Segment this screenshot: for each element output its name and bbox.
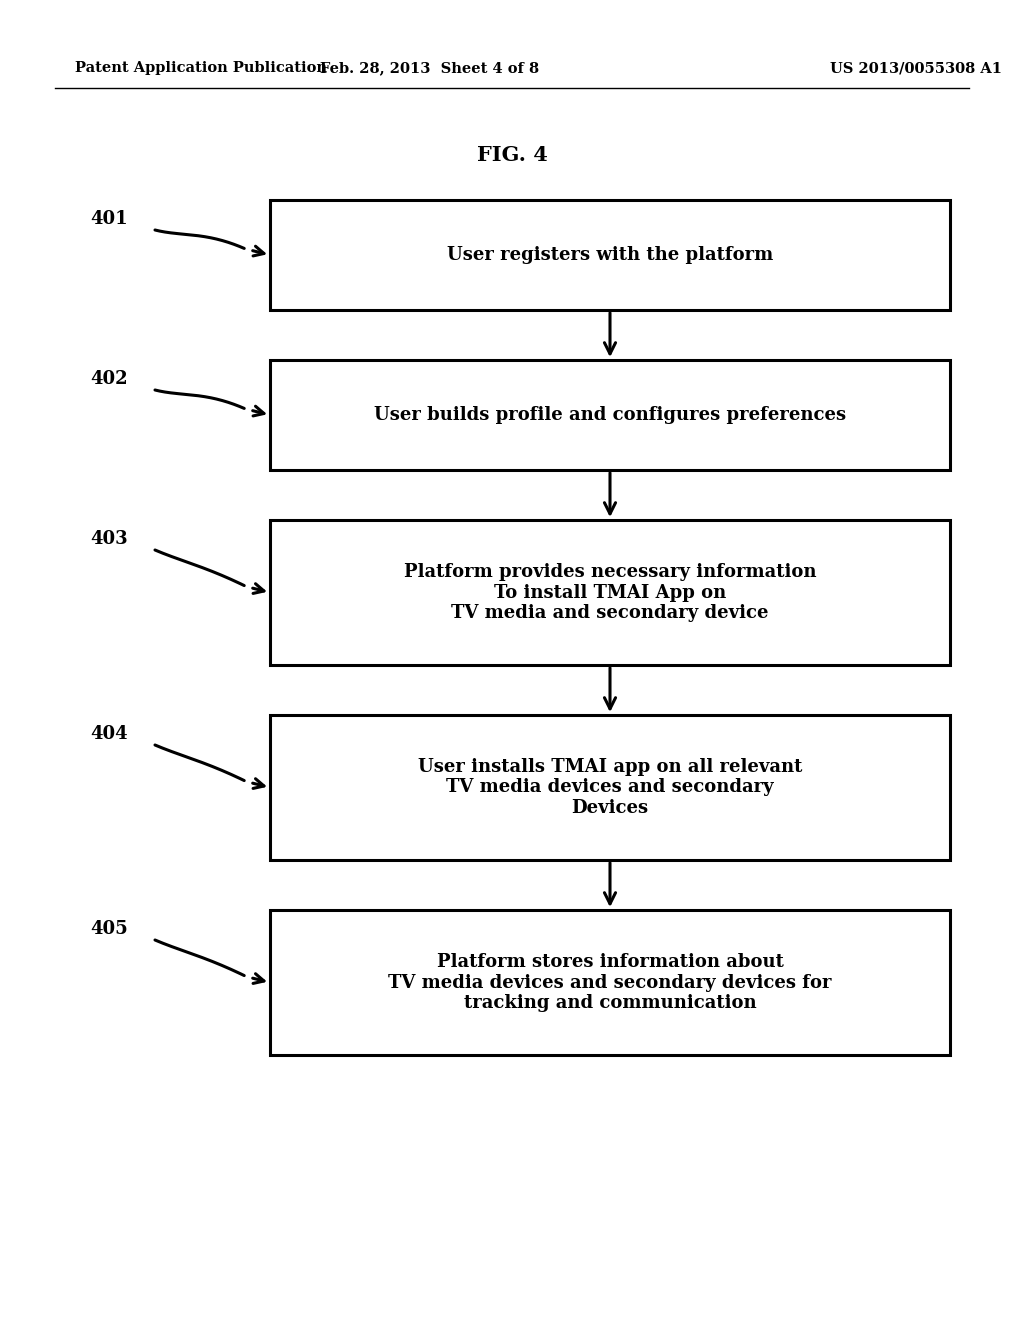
Text: Feb. 28, 2013  Sheet 4 of 8: Feb. 28, 2013 Sheet 4 of 8: [321, 61, 540, 75]
Bar: [270, 715, 950, 861]
Bar: [270, 201, 950, 310]
Text: User registers with the platform: User registers with the platform: [446, 246, 773, 264]
Text: US 2013/0055308 A1: US 2013/0055308 A1: [830, 61, 1002, 75]
Text: FIG. 4: FIG. 4: [476, 145, 548, 165]
Text: Patent Application Publication: Patent Application Publication: [75, 61, 327, 75]
Bar: [270, 909, 950, 1055]
Bar: [270, 360, 950, 470]
Text: 405: 405: [90, 920, 128, 939]
Text: 404: 404: [90, 725, 128, 743]
Text: 401: 401: [90, 210, 128, 228]
Text: User installs TMAI app on all relevant
TV media devices and secondary
Devices: User installs TMAI app on all relevant T…: [418, 758, 802, 817]
Text: User builds profile and configures preferences: User builds profile and configures prefe…: [374, 407, 846, 424]
Text: Platform stores information about
TV media devices and secondary devices for
tra: Platform stores information about TV med…: [388, 953, 831, 1012]
Bar: [270, 520, 950, 665]
Text: 402: 402: [90, 370, 128, 388]
Text: Platform provides necessary information
To install TMAI App on
TV media and seco: Platform provides necessary information …: [403, 562, 816, 622]
Text: 403: 403: [90, 531, 128, 548]
